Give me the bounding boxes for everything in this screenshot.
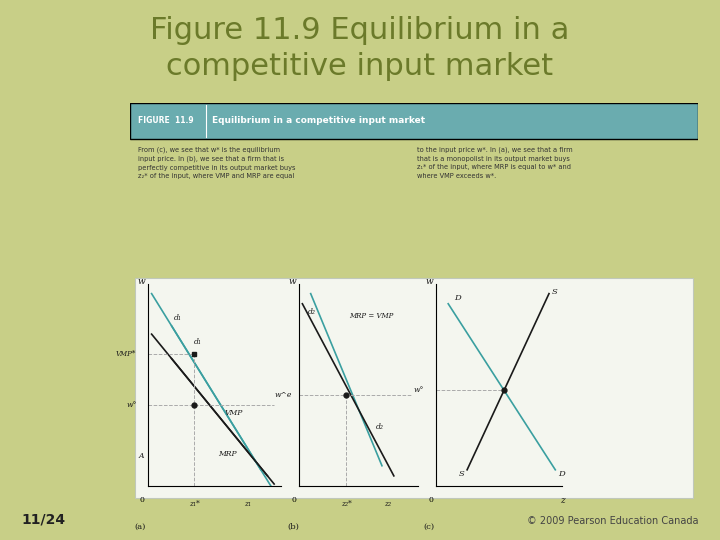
Text: S: S bbox=[458, 470, 464, 478]
FancyBboxPatch shape bbox=[135, 279, 693, 498]
Text: (c): (c) bbox=[423, 523, 434, 530]
Text: MRP = VMP: MRP = VMP bbox=[348, 312, 393, 320]
Text: 0: 0 bbox=[292, 496, 297, 504]
Text: z₂*: z₂* bbox=[341, 500, 352, 508]
Text: A: A bbox=[138, 451, 144, 460]
Text: w: w bbox=[137, 277, 145, 286]
Text: z₁: z₁ bbox=[244, 500, 251, 508]
FancyBboxPatch shape bbox=[130, 103, 698, 139]
Text: to the input price w*. In (a), we see that a firm
that is a monopolist in its ou: to the input price w*. In (a), we see th… bbox=[417, 146, 572, 179]
Text: w^e: w^e bbox=[274, 391, 292, 399]
Text: z₂: z₂ bbox=[384, 500, 392, 508]
Text: w: w bbox=[289, 277, 297, 286]
Text: (a): (a) bbox=[134, 523, 145, 530]
Text: d₁: d₁ bbox=[174, 314, 182, 322]
Text: 0: 0 bbox=[140, 496, 145, 504]
Text: z₁*: z₁* bbox=[189, 500, 199, 508]
Text: w°: w° bbox=[127, 401, 137, 409]
Text: S: S bbox=[552, 288, 557, 295]
Text: MRP: MRP bbox=[218, 450, 237, 457]
Text: (b): (b) bbox=[287, 523, 299, 530]
Text: w: w bbox=[426, 277, 433, 286]
Text: 0: 0 bbox=[428, 496, 433, 504]
Text: VMP*: VMP* bbox=[116, 350, 137, 359]
Text: w°: w° bbox=[414, 386, 424, 394]
Text: z: z bbox=[560, 496, 565, 505]
Text: From (c), we see that w* is the equilibrium
input price. In (b), we see that a f: From (c), we see that w* is the equilibr… bbox=[138, 146, 296, 179]
Text: Equilibrium in a competitive input market: Equilibrium in a competitive input marke… bbox=[212, 116, 426, 125]
Text: VMP: VMP bbox=[225, 409, 243, 417]
Text: d₂: d₂ bbox=[376, 423, 384, 431]
Text: 11/24: 11/24 bbox=[22, 512, 66, 526]
Text: D: D bbox=[454, 294, 462, 302]
Text: d₁: d₁ bbox=[194, 338, 202, 346]
Text: Figure 11.9 Equilibrium in a
competitive input market: Figure 11.9 Equilibrium in a competitive… bbox=[150, 16, 570, 81]
Text: © 2009 Pearson Education Canada: © 2009 Pearson Education Canada bbox=[527, 516, 698, 526]
Text: FIGURE  11.9: FIGURE 11.9 bbox=[138, 116, 194, 125]
Text: D: D bbox=[558, 470, 564, 478]
Text: d₂: d₂ bbox=[308, 308, 316, 316]
